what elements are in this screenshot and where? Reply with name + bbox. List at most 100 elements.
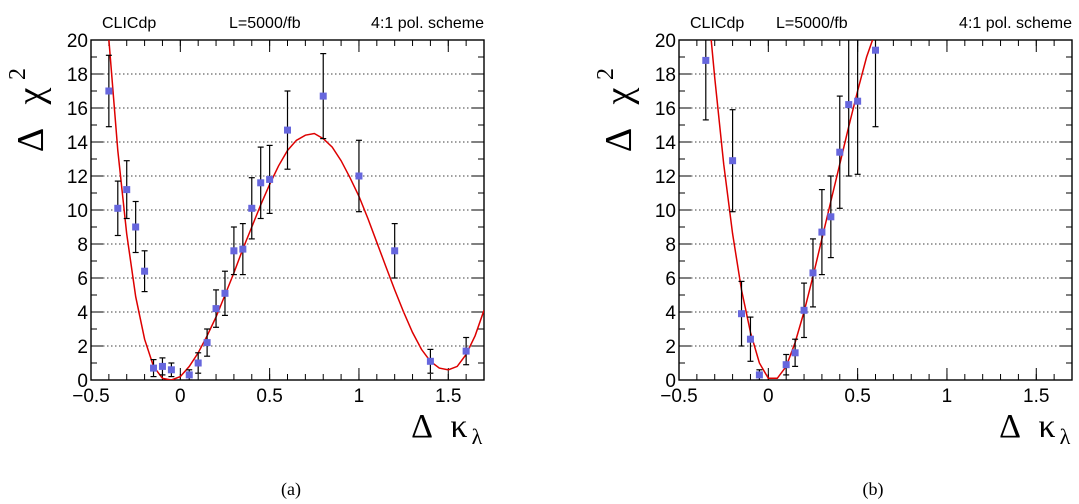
panel-caption: (a) [281, 479, 301, 500]
y-tick-label: 6 [665, 269, 676, 290]
y-axis-delta: Δ [598, 128, 640, 152]
x-tick-label: 1 [354, 386, 365, 407]
x-tick-label: 1.5 [1023, 386, 1049, 407]
data-point [729, 157, 737, 165]
data-point [132, 223, 140, 231]
x-tick-label: 0.5 [844, 386, 870, 407]
data-point [426, 357, 434, 365]
data-point [257, 179, 265, 187]
x-tick-label: 1.5 [435, 386, 461, 407]
data-point [462, 347, 470, 355]
header-luminosity: L=5000/fb [776, 15, 848, 32]
y-tick-label: 18 [67, 65, 88, 86]
data-point [185, 371, 193, 379]
x-axis-delta: Δ [411, 408, 433, 445]
y-tick-label: 16 [67, 99, 88, 120]
y-tick-label: 0 [77, 371, 88, 392]
data-point [203, 339, 211, 347]
y-axis-delta: Δ [10, 128, 52, 152]
panel-caption: (b) [863, 479, 884, 500]
x-axis-sub: λ [1060, 424, 1071, 449]
data-point [158, 362, 166, 370]
data-point [194, 359, 202, 367]
data-point [800, 306, 808, 314]
y-axis-title: Δχ 2 [5, 68, 52, 152]
y-tick-label: 16 [655, 99, 676, 120]
y-tick-label: 12 [67, 167, 88, 188]
fit-curve [108, 40, 484, 380]
data-point [141, 267, 149, 275]
data-point [248, 204, 256, 212]
data-point [746, 335, 754, 343]
data-point [266, 175, 274, 183]
header-scheme: 4:1 pol. scheme [959, 15, 1072, 32]
x-axis-sub: λ [472, 424, 483, 449]
data-point [872, 46, 879, 54]
data-point [355, 172, 363, 180]
y-tick-label: 10 [67, 201, 88, 222]
x-axis-kappa: κ [450, 408, 467, 445]
y-tick-label: 12 [655, 167, 676, 188]
data-point [150, 364, 158, 372]
y-axis-title: Δχ 2 [593, 68, 640, 152]
data-point [391, 247, 399, 255]
data-point [239, 245, 247, 253]
x-tick-label: −0.5 [72, 386, 110, 407]
x-axis-kappa: κ [1038, 408, 1055, 445]
data-point [230, 247, 238, 255]
header-experiment: CLICdp [690, 15, 744, 32]
data-point [836, 148, 844, 156]
y-tick-label: 2 [77, 337, 88, 358]
data-point [221, 289, 229, 297]
header-experiment: CLICdp [102, 15, 156, 32]
x-axis-delta: Δ [999, 408, 1021, 445]
y-tick-label: 4 [77, 303, 88, 324]
y-tick-label: 8 [665, 235, 676, 256]
header-luminosity: L=5000/fb [229, 15, 301, 32]
data-point [284, 126, 291, 134]
data-point [818, 228, 826, 236]
data-point [791, 349, 799, 357]
x-tick-label: 1 [942, 386, 953, 407]
x-tick-label: −0.5 [660, 386, 698, 407]
data-point [212, 305, 220, 313]
fit-curve [710, 40, 874, 380]
y-axis-sup: 2 [593, 68, 619, 80]
data-point [114, 204, 122, 212]
x-tick-label: 0.5 [256, 386, 282, 407]
data-point [809, 269, 817, 277]
y-tick-label: 14 [67, 133, 89, 154]
y-tick-label: 20 [67, 31, 88, 52]
y-tick-label: 20 [655, 31, 676, 52]
y-tick-label: 2 [665, 337, 676, 358]
plot-area [105, 40, 484, 380]
data-point [854, 97, 862, 105]
data-point [319, 92, 327, 100]
data-point [167, 366, 175, 374]
y-tick-label: 8 [77, 235, 88, 256]
y-tick-label: 10 [655, 201, 676, 222]
header-scheme: 4:1 pol. scheme [371, 15, 484, 32]
data-point [105, 87, 113, 95]
data-point [123, 186, 131, 194]
x-tick-label: 0 [763, 386, 774, 407]
y-axis-sup: 2 [5, 68, 31, 80]
data-point [755, 371, 763, 379]
y-tick-label: 18 [655, 65, 676, 86]
data-point [782, 361, 790, 369]
x-tick-label: 0 [175, 386, 186, 407]
data-point [702, 56, 710, 64]
y-axis-chi: χ [10, 87, 52, 105]
data-point [738, 310, 746, 318]
y-axis-chi: χ [598, 87, 640, 105]
y-tick-label: 0 [665, 371, 676, 392]
y-tick-label: 14 [655, 133, 677, 154]
y-tick-label: 4 [665, 303, 676, 324]
data-point [845, 101, 853, 109]
data-point [827, 213, 835, 221]
plot-area [702, 40, 879, 380]
y-tick-label: 6 [77, 269, 88, 290]
